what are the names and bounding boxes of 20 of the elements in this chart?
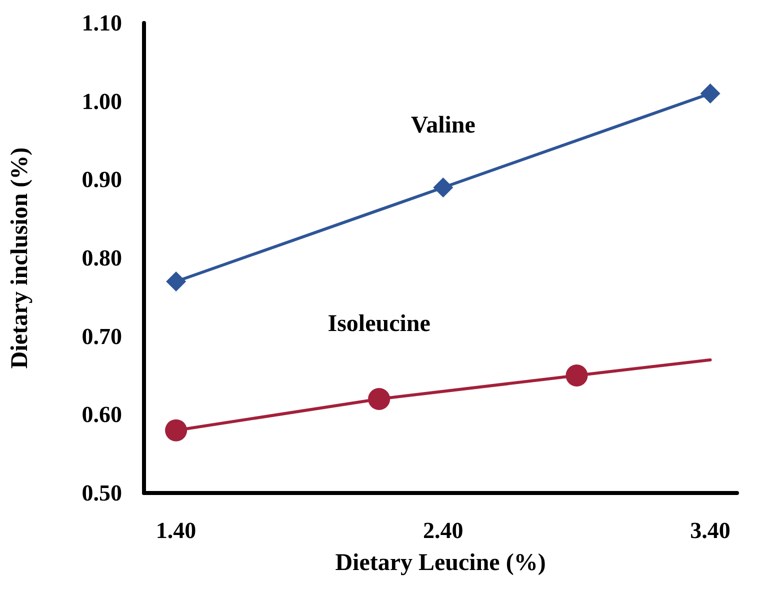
point xyxy=(566,364,588,386)
y-tick-label: 0.80 xyxy=(82,246,122,270)
point xyxy=(165,419,188,442)
point xyxy=(166,272,186,292)
y-tick-label: 1.00 xyxy=(82,88,122,114)
y-tick-label: 0.90 xyxy=(82,167,122,192)
series-label: Valine xyxy=(410,112,476,138)
point xyxy=(368,388,390,410)
y-tick-label: 0.70 xyxy=(82,324,122,349)
x-axis-title: Dietary Leucine (%) xyxy=(335,550,546,576)
y-tick-label: 1.10 xyxy=(82,10,122,36)
x-tick-label: 2.40 xyxy=(423,518,464,543)
y-tick-label: 0.60 xyxy=(82,402,122,428)
point xyxy=(433,178,454,198)
x-tick-label: 3.40 xyxy=(690,518,730,543)
x-tick-label: 1.40 xyxy=(156,518,196,543)
y-tick-label: 0.50 xyxy=(82,480,122,506)
point xyxy=(700,84,720,104)
text: Isoleucine xyxy=(328,311,431,337)
y-axis-title: Dietary inclusion (%) xyxy=(7,147,33,369)
